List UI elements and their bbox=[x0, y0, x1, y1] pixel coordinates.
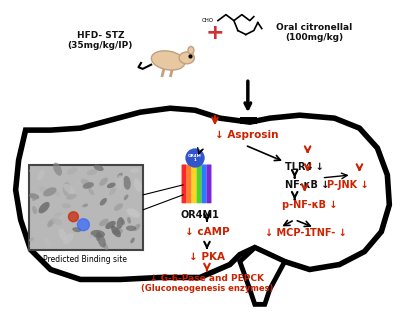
Ellipse shape bbox=[58, 228, 67, 241]
Ellipse shape bbox=[99, 219, 109, 226]
Text: CHO: CHO bbox=[202, 18, 214, 23]
Text: NF-κB ↓: NF-κB ↓ bbox=[285, 180, 329, 190]
Ellipse shape bbox=[96, 232, 101, 241]
Circle shape bbox=[78, 219, 89, 231]
Ellipse shape bbox=[30, 242, 38, 248]
Ellipse shape bbox=[82, 203, 88, 207]
Circle shape bbox=[68, 212, 78, 222]
Text: P-JNK ↓: P-JNK ↓ bbox=[327, 180, 368, 190]
Ellipse shape bbox=[83, 182, 94, 189]
Text: ↓ Asprosin: ↓ Asprosin bbox=[215, 130, 278, 140]
Ellipse shape bbox=[117, 217, 123, 229]
Ellipse shape bbox=[121, 219, 125, 225]
Ellipse shape bbox=[123, 176, 131, 190]
Ellipse shape bbox=[63, 182, 70, 196]
Ellipse shape bbox=[116, 175, 124, 189]
Ellipse shape bbox=[126, 226, 136, 231]
Text: ↓ cAMP: ↓ cAMP bbox=[185, 227, 229, 237]
Ellipse shape bbox=[39, 186, 48, 194]
Ellipse shape bbox=[90, 230, 105, 238]
Ellipse shape bbox=[70, 222, 77, 230]
FancyBboxPatch shape bbox=[186, 164, 192, 203]
Ellipse shape bbox=[43, 187, 57, 197]
Ellipse shape bbox=[63, 184, 75, 194]
Text: p-NF-κB ↓: p-NF-κB ↓ bbox=[282, 200, 337, 210]
Ellipse shape bbox=[124, 194, 128, 200]
Ellipse shape bbox=[76, 179, 80, 185]
Polygon shape bbox=[16, 108, 389, 279]
Ellipse shape bbox=[99, 177, 108, 186]
Text: ↓ G-6-Pase and PEPCK: ↓ G-6-Pase and PEPCK bbox=[150, 274, 264, 284]
Text: Predicted Binding site: Predicted Binding site bbox=[43, 255, 127, 264]
Ellipse shape bbox=[53, 163, 62, 176]
Text: Oral citronellal
(100mg/kg): Oral citronellal (100mg/kg) bbox=[276, 23, 353, 42]
Ellipse shape bbox=[188, 47, 194, 54]
Ellipse shape bbox=[127, 217, 131, 224]
Text: (Gluconeogenesis enzymes): (Gluconeogenesis enzymes) bbox=[141, 284, 273, 294]
FancyBboxPatch shape bbox=[192, 164, 196, 203]
Ellipse shape bbox=[29, 167, 36, 172]
Ellipse shape bbox=[66, 193, 76, 200]
Ellipse shape bbox=[130, 238, 135, 243]
Text: HFD- STZ
(35mg/kg/IP): HFD- STZ (35mg/kg/IP) bbox=[68, 31, 133, 50]
Ellipse shape bbox=[151, 51, 185, 70]
Text: TNF- ↓: TNF- ↓ bbox=[310, 228, 346, 238]
Ellipse shape bbox=[103, 243, 108, 250]
Ellipse shape bbox=[94, 164, 104, 171]
Ellipse shape bbox=[114, 203, 123, 211]
Ellipse shape bbox=[97, 234, 106, 248]
Ellipse shape bbox=[88, 188, 94, 195]
Ellipse shape bbox=[87, 234, 94, 238]
Ellipse shape bbox=[112, 228, 123, 235]
Ellipse shape bbox=[59, 214, 67, 220]
Ellipse shape bbox=[72, 227, 81, 232]
Ellipse shape bbox=[67, 167, 77, 175]
Ellipse shape bbox=[100, 198, 107, 206]
Ellipse shape bbox=[109, 187, 116, 195]
Text: ↓ MCP-1: ↓ MCP-1 bbox=[265, 228, 311, 238]
Ellipse shape bbox=[134, 224, 140, 231]
FancyBboxPatch shape bbox=[196, 164, 202, 203]
Ellipse shape bbox=[62, 203, 71, 208]
Text: TLR4 ↓: TLR4 ↓ bbox=[285, 162, 324, 172]
Ellipse shape bbox=[47, 219, 54, 227]
Ellipse shape bbox=[29, 193, 39, 199]
Text: OR4M1: OR4M1 bbox=[180, 210, 220, 220]
FancyBboxPatch shape bbox=[206, 164, 212, 203]
FancyBboxPatch shape bbox=[202, 164, 206, 203]
Ellipse shape bbox=[134, 178, 142, 192]
Text: OR4M
1: OR4M 1 bbox=[188, 154, 202, 162]
Ellipse shape bbox=[179, 52, 194, 64]
Ellipse shape bbox=[29, 238, 34, 241]
Text: +: + bbox=[206, 23, 224, 43]
FancyBboxPatch shape bbox=[28, 165, 143, 249]
Ellipse shape bbox=[38, 202, 50, 214]
Ellipse shape bbox=[63, 233, 74, 244]
Ellipse shape bbox=[54, 190, 60, 197]
Ellipse shape bbox=[87, 169, 98, 175]
Ellipse shape bbox=[44, 238, 52, 248]
Ellipse shape bbox=[81, 179, 91, 188]
Ellipse shape bbox=[54, 212, 62, 217]
Ellipse shape bbox=[37, 170, 45, 180]
Ellipse shape bbox=[126, 208, 140, 218]
Polygon shape bbox=[240, 248, 285, 304]
Ellipse shape bbox=[32, 206, 37, 214]
Ellipse shape bbox=[130, 168, 139, 173]
Circle shape bbox=[186, 149, 204, 167]
Ellipse shape bbox=[111, 226, 121, 237]
Text: ↓ PKA: ↓ PKA bbox=[189, 252, 225, 261]
Ellipse shape bbox=[32, 196, 37, 201]
Ellipse shape bbox=[107, 183, 116, 188]
Ellipse shape bbox=[117, 173, 123, 178]
Ellipse shape bbox=[105, 221, 116, 229]
Ellipse shape bbox=[51, 217, 62, 225]
FancyBboxPatch shape bbox=[182, 164, 186, 203]
